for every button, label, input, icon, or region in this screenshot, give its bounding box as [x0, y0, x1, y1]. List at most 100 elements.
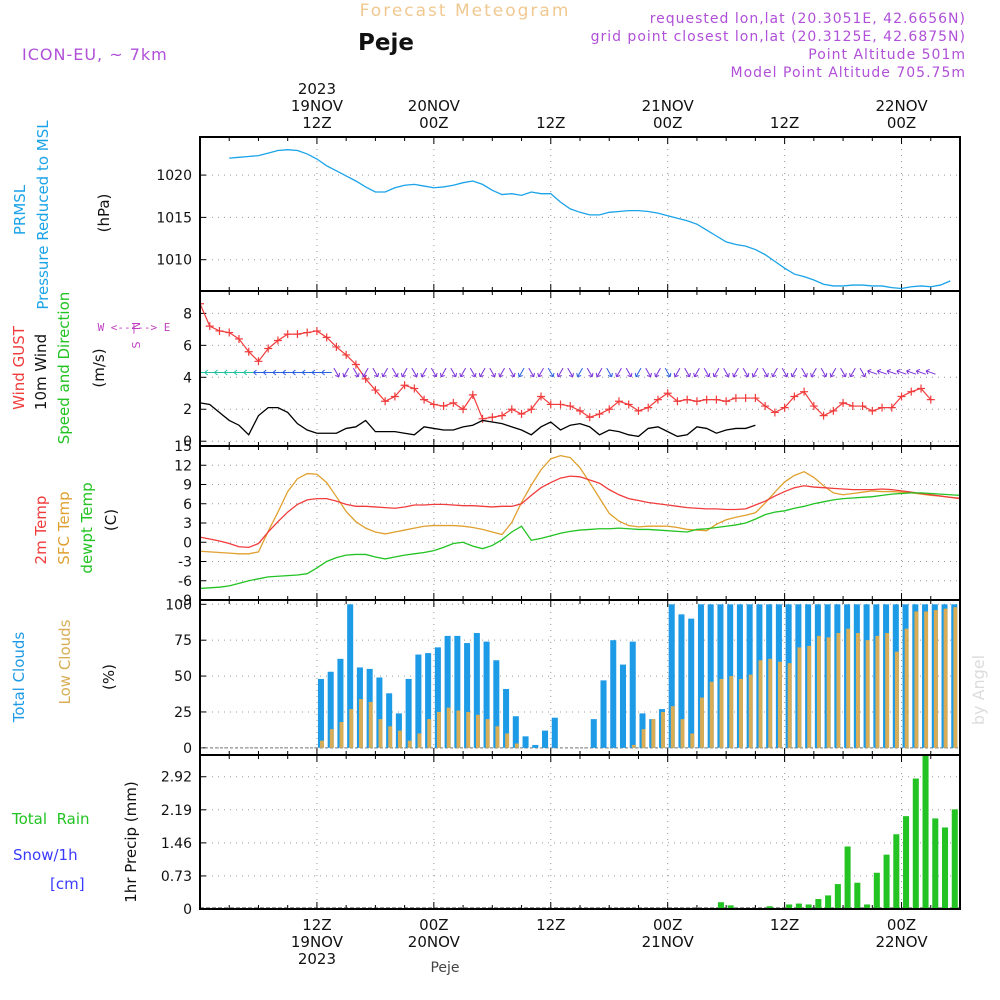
low-cloud-bar: [709, 681, 714, 748]
temp-ytick-label: 15: [174, 439, 192, 455]
wind-direction-arrow: [459, 367, 467, 378]
gust-point: [770, 408, 779, 417]
low-cloud-bar: [417, 733, 422, 748]
wind-direction-arrow: [606, 367, 613, 378]
precip-ytick-label: 0: [183, 902, 192, 918]
low-cloud-bar: [729, 676, 734, 748]
low-cloud-bar: [846, 628, 851, 748]
wind-direction-arrow: [634, 367, 642, 378]
wind-direction-arrow: [732, 367, 739, 378]
gust-point: [429, 400, 438, 409]
x-top-label: 2023: [298, 80, 336, 98]
wind-direction-arrow: [595, 367, 603, 378]
precip-ytick-label: 0.73: [161, 869, 192, 885]
gust-point: [546, 400, 555, 409]
wind-direction-arrow: [820, 367, 828, 378]
temp-ytick-label: 3: [183, 516, 192, 532]
wind-direction-arrow: [223, 369, 235, 376]
x-top-label: 21NOV: [642, 97, 695, 115]
total-cloud-bar: [532, 744, 539, 748]
wind-direction-arrow: [886, 368, 897, 375]
x-top-label: 12Z: [536, 114, 565, 132]
total-cloud-bar: [600, 680, 607, 748]
x-bottom-label: 00Z: [653, 916, 682, 934]
wind-direction-arrow: [478, 367, 486, 378]
chart-title: Forecast Meteogram: [360, 1, 571, 21]
wind-direction-arrow: [333, 367, 341, 378]
wind-direction-arrow: [253, 369, 264, 376]
total-cloud-bar: [454, 635, 461, 748]
low-cloud-bar: [359, 699, 363, 748]
temp-ytick-label: -6: [178, 574, 192, 590]
rain-bar: [893, 834, 900, 909]
gust-point: [205, 322, 214, 331]
gust-point: [780, 403, 789, 412]
low-cloud-bar: [670, 706, 675, 748]
low-cloud-bar: [875, 635, 880, 748]
gust-point: [848, 402, 857, 411]
precip-labels: Total Rain Snow/1h [cm] 1hr Precip (mm): [11, 781, 140, 902]
gust-point: [293, 330, 302, 339]
pressure-ytick-label: 1015: [156, 210, 192, 226]
gust-point: [351, 360, 360, 369]
gust-point: [390, 392, 399, 401]
gust-point: [878, 403, 887, 412]
wind-direction-arrow: [723, 367, 730, 378]
low-cloud-bar: [505, 733, 510, 748]
gust-point: [449, 398, 458, 407]
wind-direction-arrow: [262, 369, 274, 376]
rain-bar: [844, 846, 851, 909]
gust-point: [819, 411, 828, 420]
total-cloud-bar: [629, 641, 636, 748]
wind-ytick-label: 8: [183, 306, 192, 322]
pressure-unit-label: (hPa): [95, 194, 113, 233]
total-cloud-bar: [619, 664, 627, 748]
wind-direction-arrow: [673, 367, 681, 378]
gust-point: [507, 405, 516, 414]
gust-point: [692, 397, 701, 406]
wind-direction-arrow: [508, 367, 516, 378]
gust-point: [478, 414, 487, 423]
low-clouds-label: Low Clouds: [56, 619, 74, 704]
plot-area: 10101015102002468-9-6-303691215025507510…: [156, 80, 961, 968]
low-cloud-bar: [768, 658, 773, 748]
low-cloud-bar: [807, 645, 812, 748]
gust-point: [342, 350, 351, 359]
gust-point: [322, 333, 331, 342]
model-label: ICON-EU, ~ 7km: [22, 45, 168, 64]
gust-point: [273, 336, 282, 345]
gust-point: [556, 400, 565, 409]
gust-point: [312, 326, 321, 335]
point-altitude: Point Altitude 501m: [808, 47, 966, 63]
wind-direction-arrow: [243, 369, 254, 376]
wind-direction-arrow: [537, 367, 544, 378]
total-cloud-bar: [503, 688, 510, 748]
gust-point: [683, 395, 692, 404]
rain-bar: [903, 816, 910, 909]
compass-s: S: [130, 341, 143, 348]
rain-bar: [825, 895, 832, 909]
temp-ytick-label: -3: [178, 555, 192, 571]
pressure-panel: 1010 1015 1020: [156, 137, 961, 291]
low-cloud-bar: [651, 719, 656, 748]
gust-point: [254, 357, 263, 366]
total-cloud-bar: [551, 717, 558, 748]
temp-ytick-label: 9: [183, 478, 192, 494]
wind-direction-arrow: [915, 368, 926, 375]
total-cloud-bar: [707, 604, 714, 748]
cloud-bars: [200, 604, 960, 749]
total-cloud-bar: [473, 633, 480, 748]
wind-direction-arrows: [200, 367, 936, 378]
gust-point: [897, 392, 906, 401]
precip-ytick-label: 1.46: [161, 836, 192, 852]
x-bottom-label: 12Z: [302, 916, 331, 934]
wind-direction-arrow: [342, 367, 350, 378]
gust-point: [722, 397, 731, 406]
rain-bar: [951, 809, 958, 909]
gust-point: [907, 387, 916, 396]
gust-point: [917, 384, 926, 393]
gust-point: [283, 330, 292, 339]
rain-label: Total Rain: [11, 810, 90, 828]
wind-direction-arrow: [556, 367, 564, 378]
